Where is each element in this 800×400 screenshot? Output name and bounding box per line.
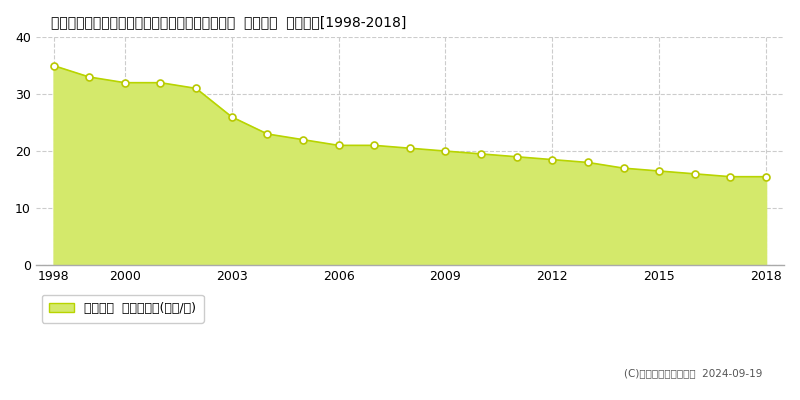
Text: (C)土地価格ドットコム  2024-09-19: (C)土地価格ドットコム 2024-09-19 — [624, 368, 762, 378]
Legend: 公示地価  平均坪単価(万円/坪): 公示地価 平均坪単価(万円/坪) — [42, 294, 204, 322]
Text: 愛知県知多郡武豊町大字東大高字北浜田１６番外  公示地価  地価推移[1998-2018]: 愛知県知多郡武豊町大字東大高字北浜田１６番外 公示地価 地価推移[1998-20… — [50, 15, 406, 29]
